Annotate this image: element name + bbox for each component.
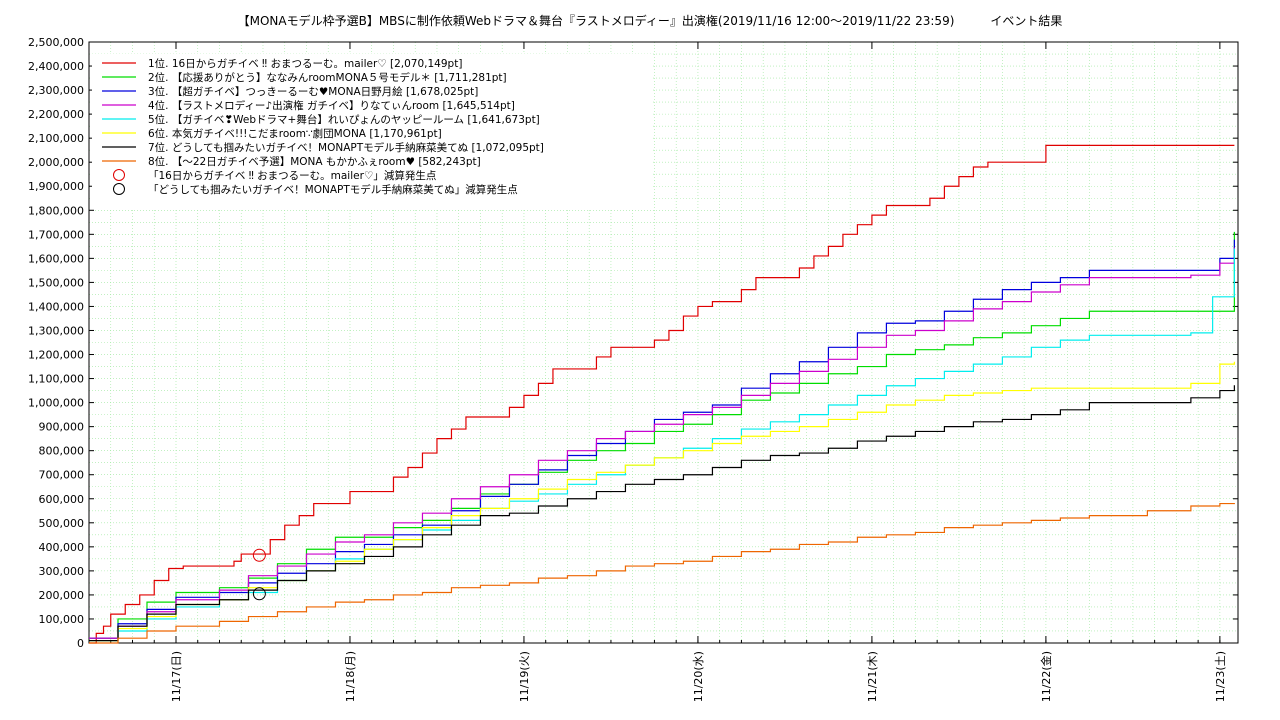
legend-entry: 2位. 【応援ありがとう】ななみんroomMONA５号モデル＊ [1,711,2… <box>148 71 507 84</box>
series-group <box>89 144 1235 644</box>
series-line-1 <box>89 144 1235 644</box>
y-tick-label: 1,000,000 <box>28 397 84 410</box>
legend-entry: 1位. 16日からガチイベ ‼ おまつるーむ。mailer♡ [2,070,14… <box>148 57 462 70</box>
deduction-marker-1 <box>252 548 266 562</box>
x-tick-label: 11/23(土) <box>1214 651 1227 702</box>
legend-bg <box>92 54 652 209</box>
plot-frame <box>88 41 1239 644</box>
y-tick-label: 1,300,000 <box>28 324 84 337</box>
x-tick-label: 11/17(日) <box>170 651 183 702</box>
legend-entry: 7位. どうしても掴みたいガチイベ！MONAPTモデル手納麻菜美てぬ [1,07… <box>148 141 544 154</box>
axes: 0 100,000 200,000 300,000 400,000 500,000 600,… <box>28 36 1239 702</box>
legend-marker <box>113 169 125 181</box>
legend-entry: 3位. 【超ガチイベ】つっきーるーむ♥MONA日野月絵 [1,678,025pt… <box>148 85 478 98</box>
series-line-7 <box>89 385 1235 642</box>
y-tick-label: 800,000 <box>39 445 85 458</box>
y-tick-label: 2,400,000 <box>28 60 84 73</box>
y-tick-label: 0 <box>77 637 84 650</box>
x-tick-label: 11/22(金) <box>1039 651 1053 702</box>
legend-entry: 8位. 【〜22日ガチイベ予選】MONA もかかふぇroom♥ [582,243… <box>148 155 481 168</box>
y-tick-label: 1,900,000 <box>28 180 84 193</box>
y-tick-label: 300,000 <box>39 565 85 578</box>
y-tick-label: 1,100,000 <box>28 373 84 386</box>
legend-entry: 4位. 【ラストメロディー♪出演権 ガチイベ】りなてぃんroom [1,645,… <box>148 99 515 112</box>
legend-entry: 5位. 【ガチイベ❣Webドラマ+舞台】れいぴょんのヤッピールーム [1,641… <box>148 113 540 126</box>
legend-marker-entry: 「16日からガチイベ ‼ おまつるーむ。mailer♡」減算発生点 <box>148 169 436 182</box>
chart-title: 【MONAモデル枠予選B】MBSに制作依頼Webドラマ＆舞台『ラストメロディー』… <box>238 13 1063 28</box>
y-tick-label: 2,500,000 <box>28 36 84 49</box>
deduction-marker-2 <box>252 587 266 601</box>
y-tick-label: 1,400,000 <box>28 300 84 313</box>
x-tick-label: 11/18(月) <box>344 651 357 702</box>
series-line-6 <box>89 361 1235 642</box>
y-tick-label: 1,700,000 <box>28 228 84 241</box>
y-tick-label: 2,300,000 <box>28 84 84 97</box>
y-tick-label: 1,800,000 <box>28 204 84 217</box>
legend-marker-entry: 「どうしても掴みたいガチイベ！MONAPTモデル手納麻菜美てぬ」減算発生点 <box>148 183 518 196</box>
y-tick-label: 700,000 <box>39 469 85 482</box>
series-line-8 <box>89 502 1235 644</box>
y-tick-label: 900,000 <box>39 421 85 434</box>
y-tick-label: 100,000 <box>39 613 85 626</box>
series-line-5 <box>89 248 1235 642</box>
markers-group <box>252 548 266 601</box>
y-tick-label: 1,600,000 <box>28 252 84 265</box>
y-tick-label: 2,200,000 <box>28 108 84 121</box>
x-tick-label: 11/21(木) <box>866 651 879 702</box>
y-tick-label: 200,000 <box>39 589 85 602</box>
x-tick-label: 11/19(火) <box>518 651 531 702</box>
y-tick-label: 600,000 <box>39 493 85 506</box>
legend: 1位. 16日からガチイベ ‼ おまつるーむ。mailer♡ [2,070,14… <box>92 54 652 209</box>
series-line-2 <box>89 231 1235 639</box>
x-tick-label: 11/20(水) <box>692 651 705 702</box>
y-tick-label: 500,000 <box>39 517 85 530</box>
y-tick-label: 400,000 <box>39 541 85 554</box>
legend-entry: 6位. 本気ガチイベ!!!こだまroom∵劇団MONA [1,170,961pt… <box>148 127 442 140</box>
y-tick-label: 1,500,000 <box>28 276 84 289</box>
y-tick-label: 2,000,000 <box>28 156 84 169</box>
y-tick-label: 1,200,000 <box>28 349 84 362</box>
grid <box>88 41 1238 644</box>
y-tick-label: 2,100,000 <box>28 132 84 145</box>
legend-marker <box>113 183 125 195</box>
series-line-4 <box>89 247 1235 639</box>
